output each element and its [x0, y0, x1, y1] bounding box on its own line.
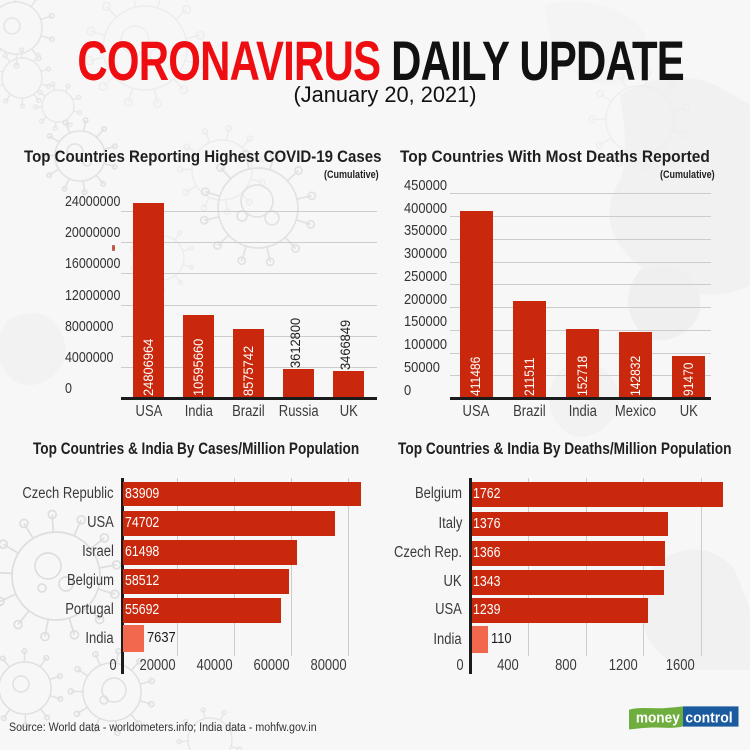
svg-text:control: control: [685, 710, 732, 727]
svg-text:money: money: [636, 710, 680, 727]
